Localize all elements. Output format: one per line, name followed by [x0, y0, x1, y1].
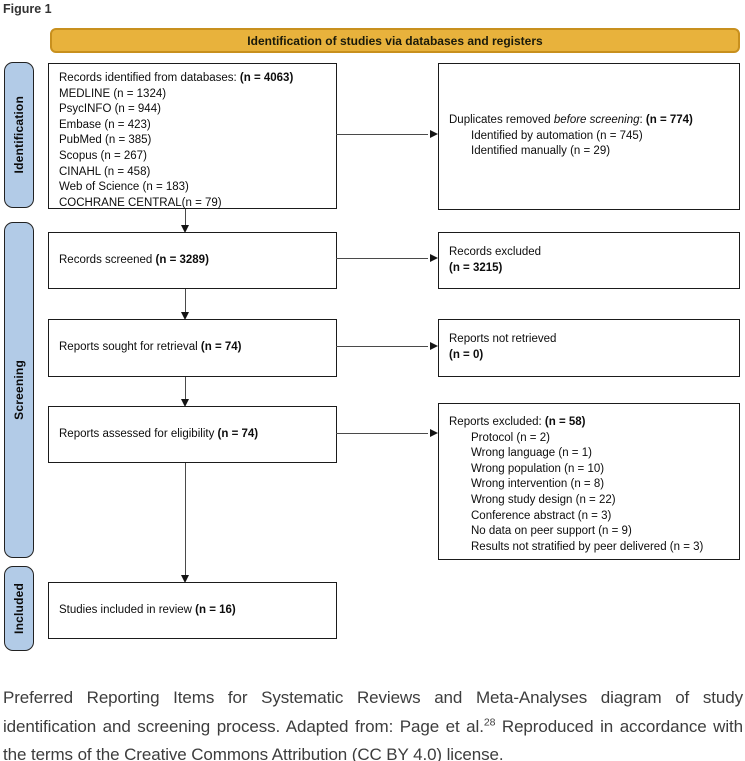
arrow-shaft	[184, 289, 187, 312]
box-studies-included-title-line: Studies included in review (n = 16)	[59, 603, 336, 619]
box-duplicates-title-line: Duplicates removed before screening: (n …	[449, 113, 739, 129]
arrowhead-down-icon	[181, 399, 189, 407]
exclusion-reason: Conference abstract (n = 3)	[471, 509, 612, 522]
banner-identification-of-studies: Identification of studies via databases …	[50, 28, 740, 53]
database-item: Scopus (n = 267)	[59, 149, 147, 162]
box-reports-not-retrieved: Reports not retrieved (n = 0)	[438, 319, 740, 377]
sidebar-stage-screening: Screening	[4, 222, 34, 558]
sidebar-stage-included-label: Included	[12, 583, 26, 634]
caption-reference-superscript: 28	[483, 715, 496, 728]
arrow-shaft	[184, 209, 187, 225]
exclusion-reason: Wrong study design (n = 22)	[471, 493, 616, 506]
arrowhead-right-icon	[430, 254, 438, 262]
box-title: Reports not retrieved	[449, 333, 557, 346]
box-count: (n = 16)	[195, 603, 236, 616]
arrowhead-right-icon	[430, 342, 438, 350]
sidebar-stage-identification: Identification	[4, 62, 34, 208]
box-studies-included: Studies included in review (n = 16)	[48, 582, 337, 639]
arrow-shaft	[336, 432, 428, 435]
arrow-identified-to-screened	[181, 209, 190, 233]
box-title: Duplicates removed	[449, 114, 554, 127]
box-records-screened: Records screened (n = 3289)	[48, 232, 337, 289]
arrowhead-right-icon	[430, 429, 438, 437]
box-title: Records identified from databases:	[59, 72, 240, 84]
database-item: MEDLINE (n = 1324)	[59, 87, 167, 100]
box-count: (n = 74)	[217, 427, 259, 440]
duplicates-item: Identified manually (n = 29)	[471, 145, 611, 158]
arrowhead-right-icon	[430, 130, 438, 138]
box-reports-excluded-title-line: Reports excluded: (n = 58)	[449, 415, 735, 431]
arrow-screened-to-sought	[181, 289, 190, 320]
arrow-sought-to-not-retrieved	[336, 342, 438, 351]
caption-text-1: Preferred Reporting Items for Systematic…	[3, 688, 743, 736]
arrow-assessed-to-reports-excluded	[336, 429, 438, 438]
sidebar-stage-identification-label: Identification	[12, 96, 26, 174]
database-item: PubMed (n = 385)	[59, 134, 152, 147]
box-count: (n = 58)	[544, 416, 586, 428]
box-title: Studies included in review	[59, 603, 196, 616]
exclusion-reason: Wrong population (n = 10)	[471, 462, 605, 475]
exclusion-reason: Wrong intervention (n = 8)	[471, 478, 605, 491]
box-records-identified-title-line: Records identified from databases: (n = …	[59, 71, 330, 87]
sidebar-stage-screening-label: Screening	[12, 360, 26, 420]
duplicates-item: Identified by automation (n = 745)	[471, 129, 643, 142]
figure-caption: Preferred Reporting Items for Systematic…	[3, 684, 743, 761]
box-title-sep: :	[639, 114, 646, 127]
arrow-shaft	[336, 257, 428, 260]
box-title: Records screened	[59, 253, 156, 266]
arrow-shaft	[184, 463, 187, 575]
arrowhead-down-icon	[181, 312, 189, 320]
arrow-sought-to-assessed	[181, 377, 190, 407]
arrow-shaft	[184, 377, 187, 399]
box-title: Reports sought for retrieval	[59, 341, 201, 354]
box-records-identified: Records identified from databases: (n = …	[48, 63, 337, 209]
box-records-excluded: Records excluded (n = 3215)	[438, 232, 740, 289]
database-item: PsycINFO (n = 944)	[59, 103, 161, 116]
arrow-assessed-to-included	[181, 463, 190, 583]
arrowhead-down-icon	[181, 225, 189, 233]
caption-text-2: Reproduced in accordance with the terms …	[3, 716, 743, 761]
arrow-identified-to-duplicates	[336, 130, 438, 139]
banner-title: Identification of studies via databases …	[247, 33, 543, 48]
exclusion-reason: No data on peer support (n = 9)	[471, 525, 632, 538]
exclusion-reason: Results not stratified by peer delivered…	[471, 540, 704, 553]
arrow-shaft	[336, 133, 428, 136]
database-item: Web of Science (n = 183)	[59, 181, 189, 194]
exclusion-reason: Wrong language (n = 1)	[471, 447, 592, 460]
sidebar-stage-included: Included	[4, 566, 34, 651]
box-count: (n = 3289)	[155, 253, 209, 266]
box-count: (n = 0)	[449, 348, 739, 364]
database-item: Embase (n = 423)	[59, 118, 151, 131]
figure-label: Figure 1	[3, 2, 52, 16]
box-title: Records excluded	[449, 245, 542, 258]
arrow-screened-to-excluded	[336, 254, 438, 263]
box-reports-sought: Reports sought for retrieval (n = 74)	[48, 319, 337, 377]
box-count: (n = 74)	[200, 341, 242, 354]
database-item: COCHRANE CENTRAL(n = 79)	[59, 196, 222, 209]
box-title: Reports excluded:	[449, 416, 545, 428]
box-count-value: (n = 0)	[449, 349, 484, 361]
box-count-value: (n = 3215)	[449, 261, 503, 274]
box-reports-sought-title-line: Reports sought for retrieval (n = 74)	[59, 340, 336, 356]
box-records-screened-title-line: Records screened (n = 3289)	[59, 253, 336, 269]
box-reports-assessed-title-line: Reports assessed for eligibility (n = 74…	[59, 427, 336, 443]
box-count: (n = 3215)	[449, 261, 739, 277]
box-title-italic: before screening	[553, 114, 640, 127]
arrowhead-down-icon	[181, 575, 189, 583]
box-count: (n = 4063)	[239, 72, 294, 84]
arrow-shaft	[336, 345, 428, 348]
box-count: (n = 774)	[645, 114, 693, 127]
database-item: CINAHL (n = 458)	[59, 165, 151, 178]
box-title: Reports assessed for eligibility	[59, 427, 218, 440]
box-reports-assessed: Reports assessed for eligibility (n = 74…	[48, 406, 337, 463]
exclusion-reason: Protocol (n = 2)	[471, 431, 550, 444]
box-duplicates-removed: Duplicates removed before screening: (n …	[438, 63, 740, 210]
box-reports-excluded: Reports excluded: (n = 58) Protocol (n =…	[438, 403, 740, 560]
